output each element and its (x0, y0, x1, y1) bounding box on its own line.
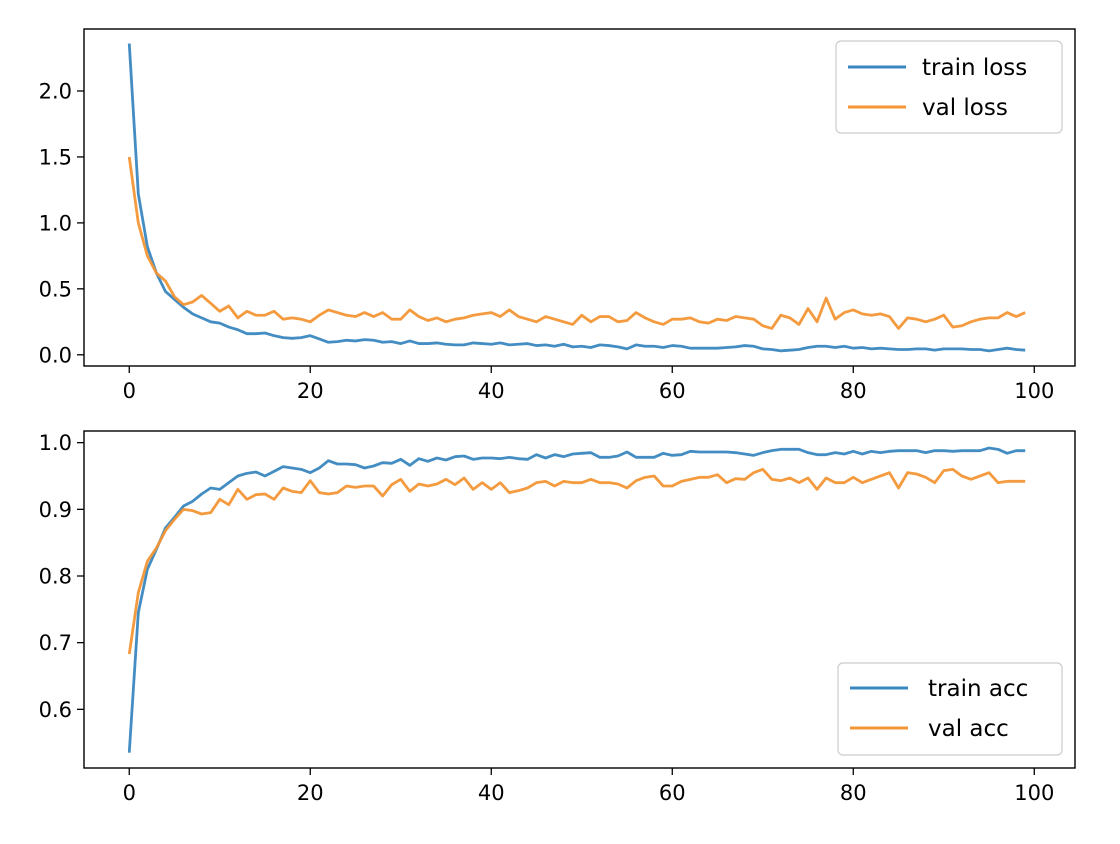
accuracy-x-tick-label: 100 (1014, 781, 1054, 805)
accuracy-series-train-acc (127, 446, 1026, 753)
loss-series-layer (127, 43, 1026, 353)
accuracy-x-tick-label: 20 (297, 781, 324, 805)
loss-subplot: 0 20 40 60 80 100 0.0 0.5 1.0 1.5 2.0 train loss … (39, 28, 1076, 403)
legend-train-acc-label: train acc (928, 676, 1028, 702)
accuracy-series-val-acc (127, 467, 1026, 655)
loss-y-tick-label: 1.5 (39, 145, 72, 169)
loss-x-tick-label: 20 (297, 379, 324, 403)
loss-x-tick-label: 60 (659, 379, 686, 403)
accuracy-x-ticks: 0 20 40 60 80 100 (123, 768, 1054, 805)
loss-x-tick-label: 40 (478, 379, 505, 403)
loss-legend: train loss val loss (835, 40, 1063, 134)
loss-x-ticks: 0 20 40 60 80 100 (123, 366, 1054, 403)
loss-y-ticks: 0.0 0.5 1.0 1.5 2.0 (39, 79, 84, 367)
legend-val-loss-label: val loss (922, 95, 1008, 121)
loss-y-tick-label: 0.0 (39, 343, 72, 367)
loss-series-train-loss (127, 43, 1026, 353)
accuracy-subplot: 0 20 40 60 80 100 0.6 0.7 0.8 0.9 1.0 train acc v… (39, 430, 1076, 805)
loss-axes-frame (83, 28, 1076, 367)
accuracy-y-tick-label: 0.7 (39, 631, 72, 655)
accuracy-y-tick-label: 0.8 (39, 565, 72, 589)
accuracy-x-tick-label: 80 (840, 781, 867, 805)
loss-series-val-loss (127, 156, 1026, 330)
accuracy-series-layer (127, 446, 1026, 753)
legend-train-loss-label: train loss (922, 55, 1027, 81)
accuracy-y-tick-label: 0.9 (39, 498, 72, 522)
accuracy-y-tick-label: 0.6 (39, 698, 72, 722)
accuracy-x-tick-label: 60 (659, 781, 686, 805)
loss-x-tick-label: 100 (1014, 379, 1054, 403)
loss-x-tick-label: 0 (123, 379, 136, 403)
loss-y-tick-label: 1.0 (39, 211, 72, 235)
accuracy-axes-frame (83, 430, 1076, 769)
legend-val-acc-label: val acc (928, 716, 1009, 742)
accuracy-y-ticks: 0.6 0.7 0.8 0.9 1.0 (39, 431, 84, 722)
loss-y-tick-label: 0.5 (39, 277, 72, 301)
accuracy-y-tick-label: 1.0 (39, 431, 72, 455)
accuracy-legend-box (837, 662, 1063, 756)
loss-y-tick-label: 2.0 (39, 79, 72, 103)
accuracy-x-tick-label: 40 (478, 781, 505, 805)
loss-x-tick-label: 80 (840, 379, 867, 403)
accuracy-legend: train acc val acc (837, 662, 1063, 756)
loss-legend-box (835, 40, 1063, 134)
accuracy-x-tick-label: 0 (123, 781, 136, 805)
